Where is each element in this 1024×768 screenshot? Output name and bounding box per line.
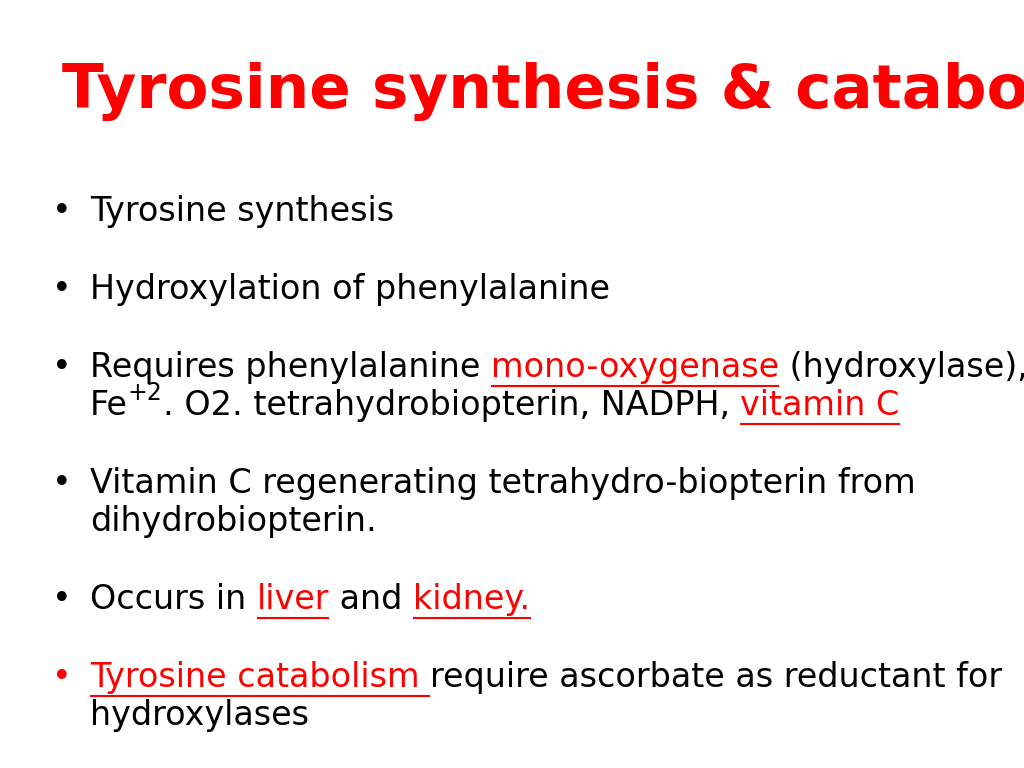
Text: Tyrosine catabolism: Tyrosine catabolism — [90, 661, 430, 694]
Text: kidney.: kidney. — [414, 583, 530, 616]
Text: . O2. tetrahydrobiopterin, NADPH,: . O2. tetrahydrobiopterin, NADPH, — [163, 389, 740, 422]
Text: dihydrobiopterin.: dihydrobiopterin. — [90, 505, 377, 538]
Text: Fe: Fe — [90, 389, 128, 422]
Text: require ascorbate as reductant for: require ascorbate as reductant for — [430, 661, 1002, 694]
Text: Hydroxylation of phenylalanine: Hydroxylation of phenylalanine — [90, 273, 610, 306]
Text: •: • — [52, 583, 72, 616]
Text: •: • — [52, 467, 72, 500]
Text: Tyrosine synthesis & catabolism: Tyrosine synthesis & catabolism — [62, 62, 1024, 121]
Text: (hydroxylase),: (hydroxylase), — [779, 351, 1024, 384]
Text: hydroxylases: hydroxylases — [90, 699, 309, 732]
Text: +2: +2 — [128, 381, 163, 405]
Text: •: • — [52, 273, 72, 306]
Text: •: • — [52, 661, 72, 694]
Text: Requires phenylalanine: Requires phenylalanine — [90, 351, 490, 384]
Text: Vitamin C regenerating tetrahydro-biopterin from: Vitamin C regenerating tetrahydro-biopte… — [90, 467, 915, 500]
Text: Tyrosine synthesis: Tyrosine synthesis — [90, 195, 394, 228]
Text: Occurs in: Occurs in — [90, 583, 257, 616]
Text: liver: liver — [257, 583, 330, 616]
Text: •: • — [52, 351, 72, 384]
Text: mono-oxygenase: mono-oxygenase — [490, 351, 779, 384]
Text: and: and — [330, 583, 414, 616]
Text: •: • — [52, 195, 72, 228]
Text: vitamin C: vitamin C — [740, 389, 900, 422]
